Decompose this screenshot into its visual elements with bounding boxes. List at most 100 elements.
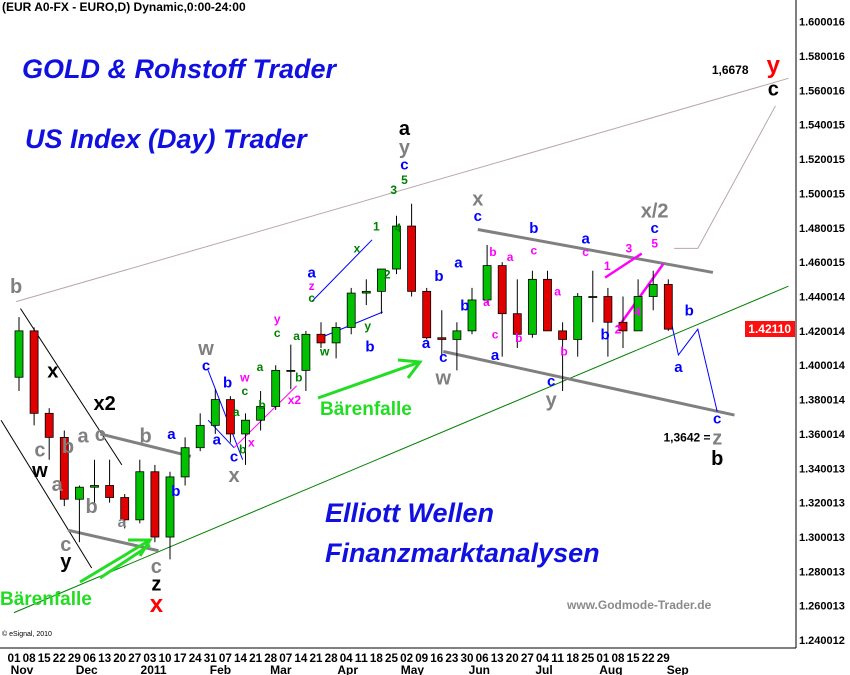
wave-label: c: [60, 534, 71, 556]
candle-body: [59, 436, 69, 500]
wave-label: c: [308, 291, 315, 305]
candle-body: [29, 330, 39, 414]
wave-label: 2: [384, 267, 391, 281]
candle-body: [120, 497, 130, 521]
wave-label: 4: [395, 221, 402, 235]
overlay-text-us-index: US Index (Day) Trader: [25, 124, 307, 154]
wave-label: c: [531, 243, 538, 257]
overlay-text-finanz: Finanzmarktanalysen: [325, 538, 600, 568]
wave-label: a: [399, 118, 411, 140]
y-tick-label: 1.400014: [799, 360, 846, 372]
wave-label: y: [364, 319, 371, 333]
x-tick-label: 22: [642, 651, 655, 665]
wave-label: x: [248, 436, 255, 450]
wave-label: x: [228, 465, 239, 487]
x-tick-label: 14: [294, 651, 307, 665]
arrow-icon: [79, 358, 423, 584]
y-tick-label: 1.300013: [799, 532, 845, 544]
month-label: May: [401, 663, 425, 675]
wave-label: c: [492, 328, 499, 342]
wave-label: a: [554, 285, 561, 299]
wave-label: a: [491, 347, 500, 364]
wave-label: b: [10, 276, 22, 298]
wave-label: b: [560, 345, 567, 359]
overlay-text-gold: GOLD & Rohstoff Trader: [22, 54, 337, 84]
x-tick-label: 20: [113, 651, 126, 665]
candle-body: [195, 424, 205, 449]
wave-label: a: [233, 405, 240, 419]
wave-label: 1: [604, 259, 611, 273]
x-tick-label: 21: [249, 651, 262, 665]
wave-label: b: [685, 303, 694, 320]
x-tick-label: 06: [476, 651, 489, 665]
month-label: Mar: [270, 663, 292, 675]
trendline: [99, 432, 192, 458]
wave-label: x2: [93, 393, 115, 415]
wave-label: a: [257, 360, 264, 374]
candle-body: [437, 337, 447, 340]
candle-body: [150, 471, 160, 538]
wave-label: x: [150, 591, 164, 618]
wave-label: x: [472, 189, 483, 211]
wave-label: 3: [625, 242, 632, 256]
candle-body: [14, 330, 24, 378]
trendline: [0, 419, 93, 569]
wave-label: b: [295, 370, 302, 384]
x-tick-label: 29: [68, 651, 81, 665]
trendline: [16, 77, 789, 303]
x-tick-label: 06: [83, 651, 96, 665]
wave-label: b: [239, 443, 246, 457]
candle-body: [90, 485, 99, 488]
wave-label: 5: [651, 236, 658, 250]
y-tick-label: 1.280013: [799, 566, 845, 578]
wave-label: c: [274, 326, 281, 340]
candle-body: [633, 296, 643, 332]
wave-label: b: [62, 436, 74, 458]
copyright: © eSignal, 2010: [2, 631, 52, 638]
wave-label: a: [118, 514, 127, 531]
candle-body: [497, 265, 507, 315]
wave-label: c: [230, 449, 238, 466]
wave-label: b: [434, 268, 443, 285]
x-tick-label: 24: [189, 651, 202, 665]
trendline: [674, 105, 776, 249]
candle-body: [588, 296, 598, 298]
candle-body: [603, 296, 613, 323]
wave-label: c: [713, 411, 721, 428]
candles: [14, 203, 673, 560]
y-tick-label: 1.460015: [799, 257, 845, 269]
wave-label: a: [77, 426, 89, 448]
x-tick-label: 31: [204, 651, 217, 665]
wave-label: b: [600, 327, 609, 344]
x-tick-label: 18: [566, 651, 579, 665]
x-tick-label: 18: [370, 651, 383, 665]
x-tick-label: 30: [461, 651, 474, 665]
x-tick-label: 08: [23, 651, 36, 665]
wave-label: c: [547, 373, 555, 390]
wave-label: a: [454, 254, 463, 271]
wave-label: x/2: [641, 201, 669, 223]
y-tick-label: 1.340013: [799, 463, 845, 475]
x-tick-label: 20: [506, 651, 519, 665]
candle-body: [180, 447, 190, 478]
wave-label: x: [354, 242, 361, 256]
trendline: [311, 239, 373, 303]
x-tick-label: 28: [264, 651, 277, 665]
wave-label: c: [474, 208, 482, 225]
x-tick-label: 21: [310, 651, 323, 665]
month-label: Jun: [469, 663, 490, 675]
wave-label: c: [95, 424, 106, 446]
candle-body: [331, 327, 341, 344]
month-label: 2011: [141, 663, 167, 675]
x-tick-label: 25: [385, 651, 398, 665]
candle-body: [135, 471, 145, 521]
x-tick-label: 09: [415, 651, 428, 665]
x-tick-label: 01: [596, 651, 609, 665]
wave-label: a: [507, 250, 514, 264]
overlay-text-elliott: Elliott Wellen: [325, 498, 495, 528]
wave-label: c: [582, 245, 589, 259]
wave-label: 5: [401, 173, 408, 187]
